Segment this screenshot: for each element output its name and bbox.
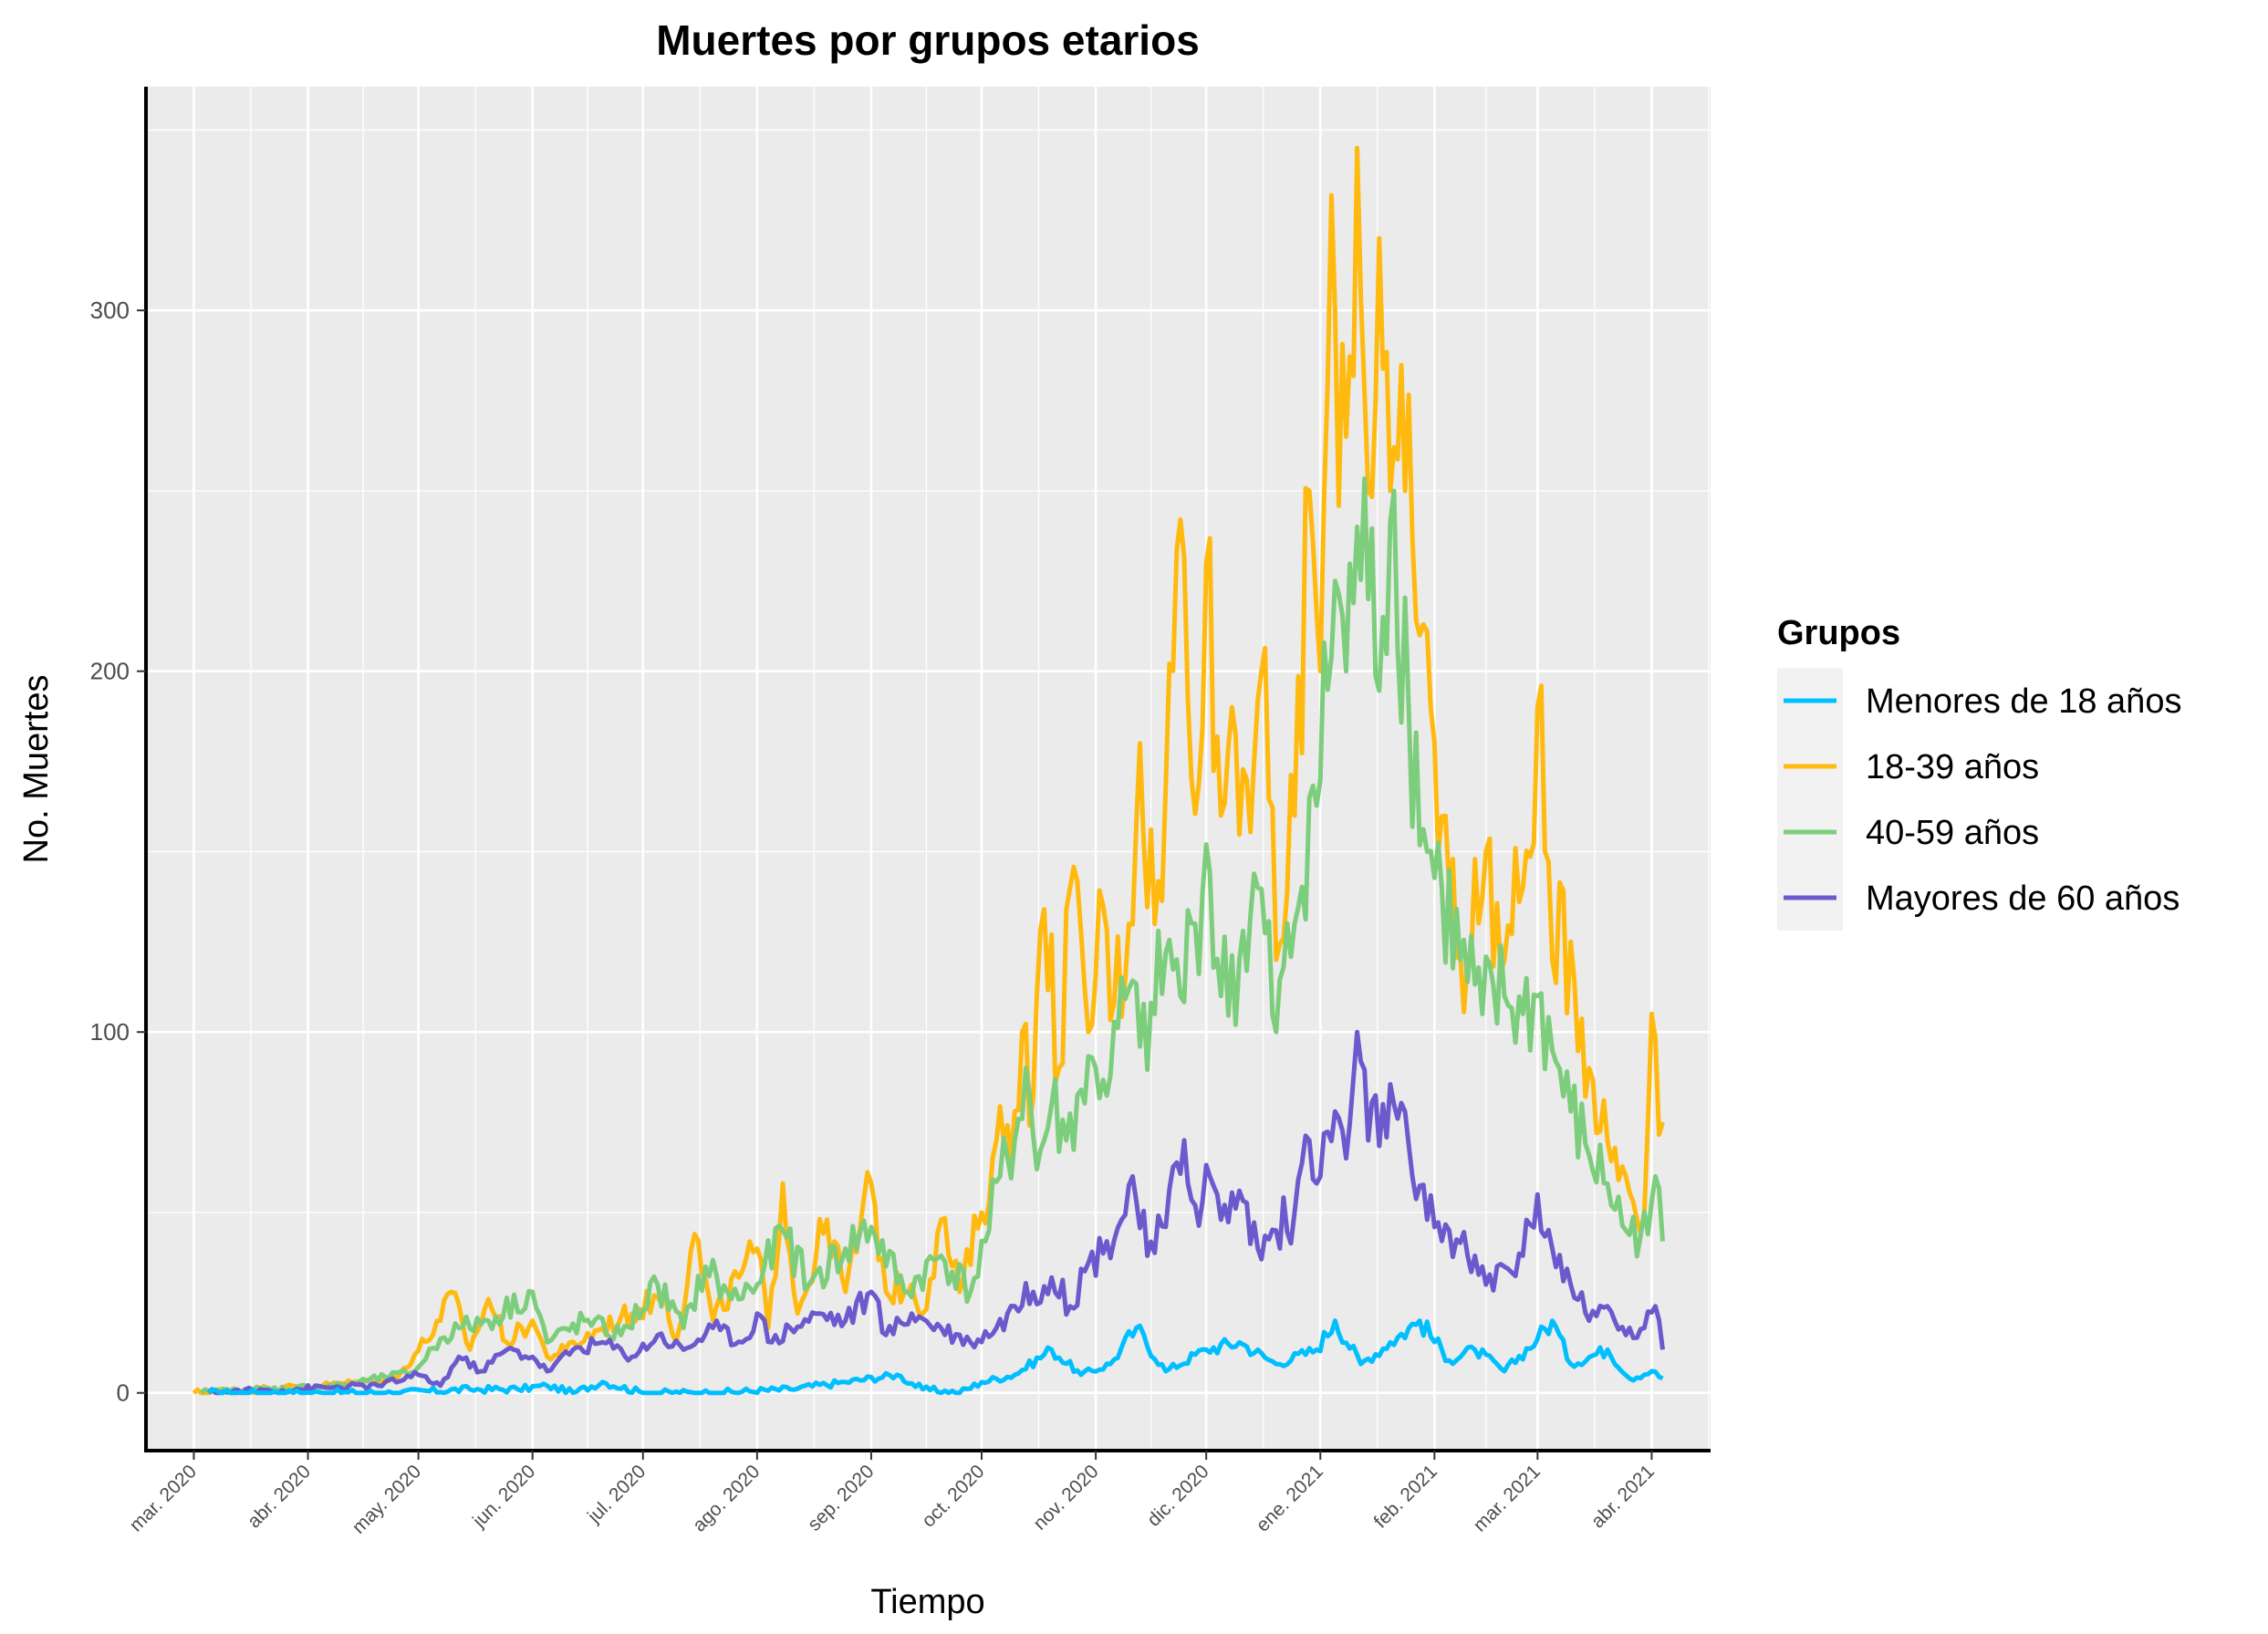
y-tick-label: 100 — [90, 1018, 130, 1046]
legend-items: Menores de 18 años 18-39 años 40-59 años Ma… — [1777, 668, 2181, 931]
x-tick-label: sep. 2020 — [804, 1461, 878, 1535]
x-axis-title: Tiempo — [870, 1583, 984, 1621]
x-tick-label: abr. 2020 — [244, 1461, 315, 1532]
series-line-2 — [199, 476, 1665, 1396]
x-tick-label: ago. 2020 — [689, 1461, 764, 1535]
y-tick-label: 300 — [90, 297, 130, 324]
x-tick-label: mar. 2021 — [1470, 1461, 1545, 1535]
x-tick-label: mar. 2020 — [126, 1461, 201, 1535]
series-line-0 — [207, 1318, 1664, 1396]
y-axis-title: No. Muertes — [17, 675, 56, 864]
chart-title: Muertes por grupos etarios — [656, 16, 1200, 64]
x-tick-label: ene. 2021 — [1252, 1461, 1326, 1535]
x-ticks: mar. 2020 abr. 2020 may. 2020 jun. 2020 jul.… — [126, 1451, 1659, 1538]
legend: Grupos Menores de 18 años 18-39 años 40-59… — [1777, 614, 2181, 931]
x-tick-label: feb. 2021 — [1370, 1461, 1441, 1532]
x-tick-label: nov. 2020 — [1029, 1461, 1102, 1534]
legend-label: Mayores de 60 años — [1866, 879, 2180, 918]
legend-label: 18-39 años — [1866, 748, 2039, 786]
legend-label: Menores de 18 años — [1866, 682, 2181, 721]
legend-title: Grupos — [1777, 614, 1900, 652]
x-tick-label: oct. 2020 — [918, 1461, 988, 1531]
plot-panel — [146, 87, 1711, 1451]
series-line-3 — [206, 1029, 1665, 1396]
legend-label: 40-59 años — [1866, 814, 2039, 852]
series-lines — [192, 145, 1665, 1396]
series-line-1 — [192, 145, 1665, 1396]
x-tick-label: may. 2020 — [349, 1461, 425, 1537]
y-tick-label: 200 — [90, 658, 130, 685]
y-tick-label: 0 — [117, 1379, 130, 1407]
x-tick-label: jun. 2020 — [468, 1461, 539, 1532]
x-tick-label: dic. 2020 — [1143, 1461, 1213, 1531]
x-tick-label: abr. 2021 — [1587, 1461, 1659, 1532]
x-tick-label: jul. 2020 — [583, 1461, 650, 1527]
grid-minor — [146, 87, 1711, 1451]
y-ticks: 0 100 200 300 — [90, 297, 146, 1407]
